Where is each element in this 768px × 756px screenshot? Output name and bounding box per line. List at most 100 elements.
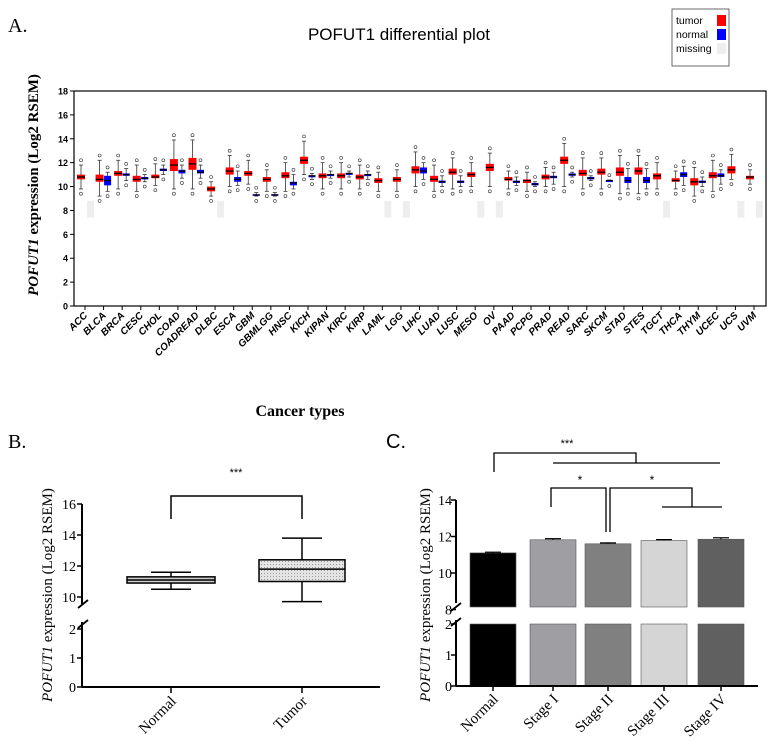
- x-tick-label: Tumor: [271, 694, 311, 734]
- tumor-outlier: [673, 164, 678, 169]
- legend-label-missing: missing: [676, 43, 712, 55]
- x-tick-label: UCS: [718, 310, 741, 333]
- tumor-outlier: [265, 194, 269, 198]
- tumor-outlier: [227, 189, 232, 194]
- y-label-gene: POFUT1: [40, 646, 56, 703]
- y-label-rest: expression (Log2 RSEM): [418, 488, 434, 646]
- tumor-outlier: [432, 158, 436, 163]
- tumor-outlier: [469, 156, 474, 160]
- normal-outlier: [551, 187, 556, 191]
- tumor-outlier: [320, 191, 325, 196]
- y-label-gene: POFUT1: [418, 646, 434, 703]
- x-axis-label-a: Cancer types: [255, 403, 344, 420]
- normal-outlier: [514, 170, 519, 175]
- normal-outlier: [180, 158, 184, 163]
- bar-lower: [469, 623, 517, 687]
- x-tick-label: Stage II: [572, 692, 617, 737]
- legend-swatch-normal: [717, 29, 726, 40]
- tumor-outlier: [153, 157, 158, 161]
- normal-box: [364, 174, 372, 177]
- bar-upper: [529, 539, 577, 608]
- tumor-outlier: [748, 163, 752, 167]
- normal-outlier: [254, 185, 259, 190]
- bar-upper: [469, 552, 517, 608]
- normal-outlier: [254, 199, 259, 203]
- y-tick-label: 18: [58, 87, 68, 97]
- y-tick-label: 0: [69, 681, 76, 696]
- normal-outlier: [273, 185, 277, 190]
- missing-marker: [217, 200, 225, 218]
- tumor-outlier: [227, 148, 232, 153]
- x-tick-label: KIRC: [325, 310, 351, 336]
- tumor-outlier: [209, 175, 213, 179]
- missing-marker: [737, 200, 745, 218]
- tumor-outlier: [432, 194, 436, 198]
- normal-outlier: [681, 188, 686, 192]
- normal-outlier: [533, 175, 537, 179]
- x-tick-label: Stage III: [625, 692, 673, 740]
- normal-outlier: [235, 164, 240, 169]
- x-tick-label: UVM: [736, 310, 760, 334]
- normal-outlier: [533, 189, 537, 194]
- y-tick-label: 8: [445, 604, 452, 619]
- y-tick-label: 6: [63, 230, 68, 240]
- normal-outlier: [626, 191, 630, 196]
- y-tick-label: 2: [63, 278, 68, 288]
- tumor-outlier: [580, 151, 585, 155]
- missing-marker: [495, 200, 503, 218]
- normal-outlier: [161, 158, 166, 163]
- bar-lower: [697, 623, 745, 687]
- y-label-rest: expression (Log2 RSEM): [26, 74, 42, 238]
- tumor-outlier: [413, 189, 418, 194]
- tumor-outlier: [302, 134, 306, 139]
- missing-marker: [663, 200, 671, 218]
- tumor-outlier: [357, 191, 362, 196]
- tumor-outlier: [543, 160, 548, 165]
- y-tick-label: 8: [63, 206, 68, 216]
- tumor-outlier: [357, 158, 362, 163]
- normal-outlier: [421, 156, 426, 160]
- missing-marker: [756, 200, 763, 218]
- panel-b: B. POFUT1 expression (Log2 RSEM) 1012141…: [8, 431, 380, 737]
- normal-outlier: [347, 179, 351, 184]
- tumor-outlier: [97, 153, 102, 158]
- bar-upper: [584, 543, 632, 608]
- y-tick-label: 14: [438, 494, 452, 509]
- y-tick-label: 2: [445, 618, 452, 633]
- significance-bracket: [493, 452, 637, 472]
- legend-a: tumor normal missing: [671, 8, 730, 67]
- normal-outlier: [458, 169, 463, 173]
- tumor-outlier: [97, 199, 102, 203]
- axis-break: [77, 599, 89, 609]
- normal-outlier: [365, 182, 370, 186]
- normal-outlier: [161, 177, 166, 182]
- significance-bracket: [170, 495, 303, 519]
- normal-outlier: [105, 165, 110, 170]
- tumor-outlier: [134, 194, 139, 198]
- legend-label-tumor: tumor: [676, 15, 703, 27]
- tumor-outlier: [376, 165, 381, 170]
- normal-box: [308, 175, 316, 178]
- tumor-outlier: [506, 164, 511, 169]
- tumor-outlier: [488, 189, 492, 194]
- y-tick-label: 14: [62, 529, 76, 544]
- normal-outlier: [124, 162, 128, 166]
- legend-swatch-missing: [717, 43, 726, 54]
- significance-c-3: *: [650, 473, 655, 487]
- tumor-outlier: [153, 188, 158, 192]
- y-axis-label-c: POFUT1 expression (Log2 RSEM): [418, 488, 434, 703]
- y-tick-label: 2: [69, 623, 76, 638]
- tumor-outlier: [711, 194, 715, 198]
- tumor-outlier: [413, 145, 418, 149]
- normal-box: [327, 174, 335, 177]
- normal-outlier: [700, 170, 705, 175]
- normal-outlier: [570, 165, 574, 170]
- y-tick-label: 12: [58, 158, 68, 168]
- normal-box: [605, 180, 613, 183]
- y-tick-label: 1: [445, 649, 452, 664]
- tumor-outlier: [283, 156, 288, 160]
- normal-box: [345, 173, 353, 175]
- normal-outlier: [365, 164, 370, 169]
- significance-b: ***: [230, 467, 244, 479]
